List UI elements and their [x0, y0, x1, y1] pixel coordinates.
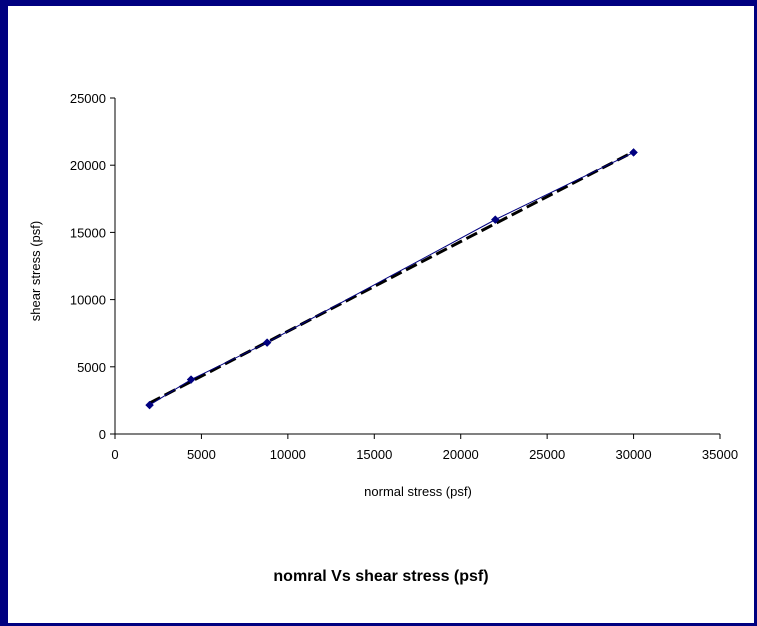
scatter-chart: 0 5000 10000 15000 20000 25000 30000 35000 0 5000…: [28, 91, 738, 499]
x-tick-label: 25000: [529, 447, 565, 462]
x-axis-title: normal stress (psf): [364, 484, 472, 499]
y-axis-title: shear stress (psf): [28, 221, 43, 321]
data-point-marker: [629, 148, 638, 157]
axes: [110, 97, 721, 439]
x-tick-label: 20000: [443, 447, 479, 462]
x-tick-label: 0: [111, 447, 118, 462]
x-tick-label: 35000: [702, 447, 738, 462]
x-tick-label: 10000: [270, 447, 306, 462]
x-tick-label: 5000: [187, 447, 216, 462]
chart-title: nomral Vs shear stress (psf): [273, 568, 489, 585]
data-point-marker: [490, 215, 500, 224]
y-tick-label: 25000: [70, 91, 106, 106]
data-point-marker: [262, 338, 272, 347]
y-tick-label: 5000: [77, 360, 106, 375]
trendline-dashed: [148, 150, 635, 405]
trendline: [148, 150, 635, 405]
chart-frame: 0 5000 10000 15000 20000 25000 30000 35000 0 5000…: [8, 6, 754, 623]
data-series: [145, 148, 638, 410]
y-tick-label: 20000: [70, 158, 106, 173]
tick-labels: 0 5000 10000 15000 20000 25000 30000 35000 0 5000…: [70, 91, 738, 462]
y-tick-label: 15000: [70, 225, 106, 240]
x-tick-label: 30000: [615, 447, 651, 462]
y-tick-label: 0: [99, 427, 106, 442]
x-tick-label: 15000: [356, 447, 392, 462]
data-point-marker: [186, 375, 196, 384]
data-point-marker: [145, 400, 154, 410]
y-tick-label: 10000: [70, 293, 106, 308]
